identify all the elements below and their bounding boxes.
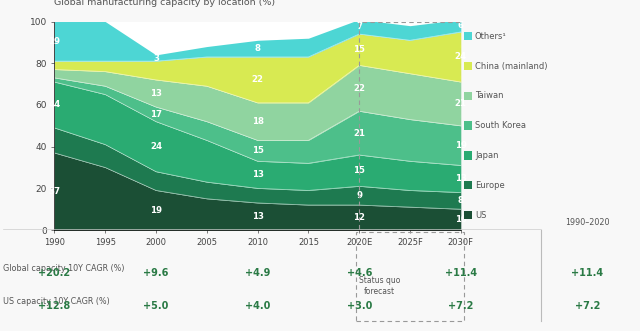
Bar xyxy=(359,22,461,230)
Text: 24: 24 xyxy=(150,142,162,151)
Text: 1990–2020: 1990–2020 xyxy=(565,218,609,227)
Text: Global manufacturing capacity by location (%): Global manufacturing capacity by locatio… xyxy=(54,0,276,7)
Text: US: US xyxy=(475,211,486,220)
Text: 6: 6 xyxy=(458,21,464,30)
Text: Japan: Japan xyxy=(475,151,499,160)
Text: 7: 7 xyxy=(356,22,362,31)
Text: Global capacity 10Y CAGR (%): Global capacity 10Y CAGR (%) xyxy=(3,263,125,273)
Text: +4.9: +4.9 xyxy=(245,268,270,278)
Text: +11.4: +11.4 xyxy=(445,268,477,278)
Text: 13: 13 xyxy=(252,170,264,179)
Text: 13: 13 xyxy=(150,89,162,98)
Text: US capacity 10Y CAGR (%): US capacity 10Y CAGR (%) xyxy=(3,297,110,306)
Text: +4.0: +4.0 xyxy=(245,301,270,311)
Text: Status quo
forecast: Status quo forecast xyxy=(359,276,400,297)
Text: China (mainland): China (mainland) xyxy=(475,62,547,71)
Text: +12.8: +12.8 xyxy=(38,301,70,311)
Text: 15: 15 xyxy=(252,146,264,155)
Text: 15: 15 xyxy=(353,45,365,54)
Text: Others¹: Others¹ xyxy=(475,32,507,41)
Text: +7.2: +7.2 xyxy=(575,301,600,311)
Text: 21: 21 xyxy=(353,128,365,138)
Text: +7.2: +7.2 xyxy=(448,301,474,311)
Text: +3.0: +3.0 xyxy=(346,301,372,311)
Text: 22: 22 xyxy=(353,84,365,93)
Text: 24: 24 xyxy=(455,53,467,62)
Text: +4.6: +4.6 xyxy=(346,268,372,278)
Text: 15: 15 xyxy=(353,166,365,175)
Text: 44: 44 xyxy=(48,100,61,110)
Text: +9.6: +9.6 xyxy=(143,268,169,278)
Text: Europe: Europe xyxy=(475,181,504,190)
Text: 19: 19 xyxy=(49,37,60,46)
Text: 17: 17 xyxy=(150,110,162,119)
Text: 9: 9 xyxy=(356,191,362,200)
Text: 8: 8 xyxy=(255,44,260,53)
Text: 19: 19 xyxy=(455,141,467,150)
Text: +11.4: +11.4 xyxy=(571,268,604,278)
Text: 19: 19 xyxy=(150,206,162,215)
Text: 8: 8 xyxy=(458,196,464,205)
Text: 13: 13 xyxy=(252,212,264,221)
Text: 37: 37 xyxy=(49,187,60,196)
Text: +20.2: +20.2 xyxy=(38,268,70,278)
Text: 12: 12 xyxy=(353,213,365,222)
Text: +5.0: +5.0 xyxy=(143,301,169,311)
Text: 3: 3 xyxy=(153,54,159,63)
Text: 10: 10 xyxy=(455,215,467,224)
Text: 13: 13 xyxy=(455,174,467,183)
Text: 18: 18 xyxy=(252,117,264,126)
Text: 22: 22 xyxy=(252,75,264,84)
Text: Taiwan: Taiwan xyxy=(475,91,504,101)
Text: South Korea: South Korea xyxy=(475,121,526,130)
Text: 21: 21 xyxy=(455,99,467,108)
